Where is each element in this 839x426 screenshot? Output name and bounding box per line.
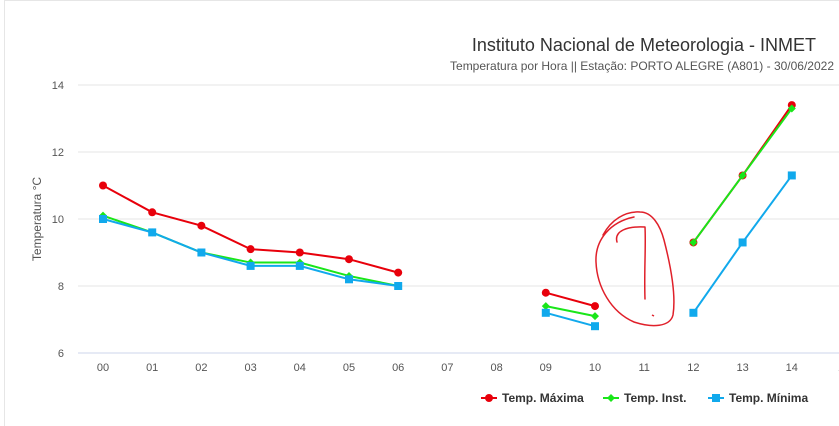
x-axis-ticks: 00 01 02 03 04 05 06 07 08 09 10 11 12 13 14 1 bbox=[97, 362, 839, 374]
y-axis-ticks: 6 8 10 12 14 bbox=[52, 80, 64, 360]
series-temp-m-xima bbox=[99, 101, 796, 311]
series-temp-m-nima bbox=[99, 171, 796, 331]
x-tick-label: 06 bbox=[392, 362, 404, 374]
data-point bbox=[99, 181, 107, 190]
y-tick-label: 14 bbox=[52, 80, 64, 92]
data-point bbox=[246, 261, 255, 270]
data-point bbox=[345, 275, 353, 284]
legend-item[interactable]: Temp. Inst. bbox=[603, 391, 686, 405]
data-point bbox=[99, 215, 107, 223]
data-point bbox=[787, 171, 796, 180]
y-tick-label: 8 bbox=[58, 281, 64, 293]
legend-label: Temp. Mínima bbox=[729, 391, 808, 405]
x-tick-label: 00 bbox=[97, 362, 109, 374]
legend: Temp. Máxima Temp. Inst. Temp. Mínima bbox=[481, 391, 808, 405]
data-point bbox=[295, 261, 304, 270]
y-tick-label: 6 bbox=[58, 348, 64, 360]
series-line bbox=[545, 291, 596, 308]
gridlines bbox=[78, 84, 839, 354]
data-point bbox=[148, 228, 157, 237]
legend-marker bbox=[485, 394, 493, 402]
x-tick-label: 02 bbox=[195, 362, 207, 374]
legend-marker bbox=[607, 394, 615, 402]
data-point bbox=[591, 312, 599, 321]
data-point bbox=[394, 268, 403, 277]
legend-label: Temp. Inst. bbox=[624, 391, 686, 405]
series-temp-inst bbox=[99, 104, 796, 321]
data-point bbox=[738, 238, 747, 247]
data-point bbox=[689, 238, 698, 247]
series-group bbox=[99, 101, 796, 331]
data-point bbox=[246, 245, 255, 254]
data-point bbox=[787, 104, 796, 113]
data-point bbox=[197, 221, 206, 230]
data-point bbox=[591, 322, 599, 331]
chart-title: Instituto Nacional de Meteorologia - INM… bbox=[472, 35, 816, 55]
x-tick-label: 10 bbox=[589, 362, 601, 374]
x-tick-label: 11 bbox=[638, 362, 649, 374]
y-axis-title: Temperatura °C bbox=[30, 177, 44, 261]
data-point bbox=[148, 208, 157, 217]
data-point bbox=[689, 308, 698, 317]
chart-border bbox=[4, 0, 839, 426]
x-tick-label: 08 bbox=[490, 362, 502, 374]
legend-item[interactable]: Temp. Mínima bbox=[708, 391, 808, 405]
x-tick-label: 01 bbox=[146, 362, 158, 374]
data-point bbox=[394, 282, 403, 290]
data-point bbox=[295, 248, 304, 257]
data-point bbox=[345, 255, 353, 264]
x-tick-label: 04 bbox=[294, 362, 306, 374]
x-tick-label: 13 bbox=[736, 362, 748, 374]
y-tick-label: 12 bbox=[52, 147, 64, 159]
x-tick-label: 05 bbox=[343, 362, 355, 374]
freehand-annotation bbox=[595, 211, 675, 327]
legend-marker bbox=[712, 394, 720, 402]
chart-subtitle: Temperatura por Hora || Estação: PORTO A… bbox=[450, 59, 834, 73]
data-point bbox=[541, 308, 550, 317]
x-tick-label: 1 bbox=[838, 362, 839, 374]
x-tick-label: 09 bbox=[540, 362, 552, 374]
freehand-annotation-dot bbox=[651, 314, 655, 317]
series-line bbox=[545, 311, 596, 328]
y-tick-label: 10 bbox=[52, 214, 64, 226]
x-tick-label: 03 bbox=[244, 362, 256, 374]
data-point bbox=[591, 302, 599, 311]
series-line bbox=[545, 305, 596, 318]
legend-label: Temp. Máxima bbox=[502, 391, 584, 405]
data-point bbox=[541, 288, 550, 297]
data-point bbox=[197, 248, 206, 257]
x-tick-label: 12 bbox=[687, 362, 699, 374]
data-point bbox=[738, 171, 747, 180]
x-tick-label: 07 bbox=[441, 362, 453, 374]
data-point bbox=[541, 302, 550, 311]
legend-item[interactable]: Temp. Máxima bbox=[481, 391, 584, 405]
x-tick-label: 14 bbox=[786, 362, 798, 374]
